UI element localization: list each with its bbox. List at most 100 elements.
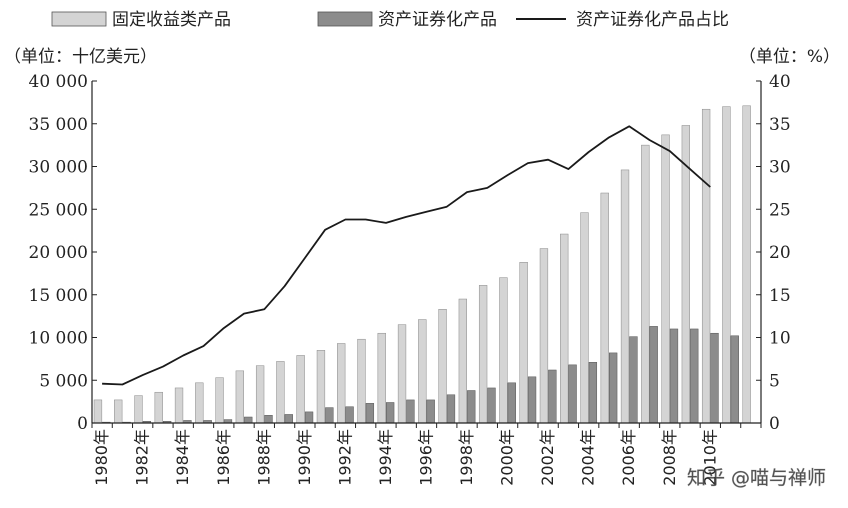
bar-fixed-income: [174, 387, 184, 424]
bar-securitization: [527, 376, 537, 424]
right-tick-label: 40: [769, 72, 791, 92]
bar-fixed-income: [215, 377, 224, 424]
bar-securitization: [426, 399, 435, 424]
bar-fixed-income: [539, 248, 549, 424]
bar-fixed-income: [195, 382, 204, 424]
right-axis-ticks: 0 5 10 15 20 25 30 35 40: [756, 72, 791, 434]
x-tick-label: 1996年: [417, 429, 436, 486]
x-tick-label: 2002年: [538, 429, 557, 486]
right-tick-label: 30: [769, 158, 791, 178]
x-tick-label: 2000年: [498, 429, 517, 486]
legend-label-ratio: 资产证券化产品占比: [576, 10, 729, 30]
left-tick-label: 5 000: [39, 371, 88, 391]
right-tick-label: 10: [769, 329, 791, 349]
x-tick-label: 1982年: [133, 429, 152, 486]
ratio-line-series: [102, 125, 711, 386]
legend-label-fixed: 固定收益类产品: [112, 10, 231, 30]
bar-securitization: [304, 411, 314, 424]
bar-fixed-income: [296, 355, 305, 424]
bar-fixed-income: [600, 192, 609, 424]
bar-securitization: [669, 328, 679, 424]
legend-swatch-sec: [317, 11, 373, 27]
bar-fixed-income: [458, 298, 467, 424]
bar-securitization: [710, 332, 719, 424]
left-tick-label: 30 000: [29, 158, 88, 178]
x-tick-label: 1980年: [92, 429, 111, 486]
bar-fixed-income: [478, 285, 488, 424]
right-tick-label: 25: [769, 200, 791, 220]
bar-fixed-income: [397, 324, 407, 424]
ratio-line: [102, 125, 711, 386]
axes: [91, 81, 762, 424]
x-tick-label: 1992年: [335, 429, 354, 486]
bar-fixed-income: [114, 399, 123, 424]
left-axis-unit-label: （单位：十亿美元）: [4, 47, 157, 67]
bar-fixed-income: [580, 212, 589, 424]
bar-securitization: [244, 416, 253, 424]
bar-securitization: [629, 336, 638, 424]
bar-fixed-income: [255, 365, 265, 424]
bar-securitization: [548, 369, 557, 424]
left-tick-label: 25 000: [29, 200, 88, 220]
x-tick-label: 2008年: [660, 429, 679, 486]
x-axis-ticks: 1980年 1982年 1984年 1986年 1988年 1990年 1992年 1994年…: [91, 423, 762, 486]
left-tick-label: 35 000: [29, 115, 88, 135]
bar-fixed-income: [519, 262, 528, 424]
right-tick-label: 15: [769, 286, 791, 306]
bar-securitization: [446, 394, 456, 424]
legend: 固定收益类产品 资产证券化产品 资产证券化产品占比: [51, 10, 729, 30]
right-tick-label: 20: [769, 243, 791, 263]
bar-fixed-income: [235, 370, 244, 424]
left-tick-label: 0: [77, 414, 88, 434]
bar-securitization: [730, 335, 739, 424]
bars: [93, 105, 751, 424]
bar-fixed-income: [418, 319, 427, 424]
x-tick-label: 1994年: [376, 429, 395, 486]
x-tick-label: 2006年: [619, 429, 638, 486]
x-tick-label: 2010年: [700, 429, 719, 486]
bar-securitization: [325, 407, 334, 424]
bar-fixed-income: [438, 309, 447, 424]
bar-securitization: [406, 399, 415, 424]
bar-securitization: [568, 364, 577, 424]
right-tick-label: 5: [769, 371, 780, 391]
bar-fixed-income: [742, 105, 751, 424]
bar-securitization: [487, 387, 496, 424]
right-tick-label: 35: [769, 115, 791, 135]
x-tick-label: 1986年: [214, 429, 233, 486]
bar-fixed-income: [701, 108, 711, 424]
bar-fixed-income: [620, 169, 630, 424]
left-tick-label: 15 000: [29, 286, 88, 306]
x-tick-label: 1988年: [254, 429, 273, 486]
bar-fixed-income: [377, 332, 386, 424]
right-tick-label: 0: [769, 414, 780, 434]
bar-fixed-income: [722, 106, 731, 424]
bar-securitization: [507, 382, 516, 424]
watermark: 知乎 @喵与禅师: [687, 467, 826, 489]
bar-securitization: [649, 326, 658, 424]
left-tick-label: 10 000: [29, 329, 88, 349]
bar-fixed-income: [276, 361, 285, 424]
left-tick-label: 20 000: [29, 243, 88, 263]
legend-swatch-fixed: [51, 11, 107, 27]
bar-securitization: [284, 414, 293, 424]
bar-fixed-income: [93, 399, 103, 424]
bar-fixed-income: [316, 350, 326, 424]
x-tick-label: 1984年: [173, 429, 192, 486]
bar-securitization: [264, 415, 273, 424]
x-tick-label: 2004年: [579, 429, 598, 486]
left-tick-label: 40 000: [29, 72, 88, 92]
bar-fixed-income: [357, 338, 366, 424]
bar-fixed-income: [681, 125, 690, 424]
x-tick-label: 1998年: [457, 429, 476, 486]
bar-fixed-income: [154, 391, 163, 424]
right-axis-unit-label: （单位：%）: [739, 47, 840, 67]
bar-fixed-income: [560, 233, 569, 424]
bar-securitization: [467, 390, 476, 424]
left-axis-ticks: 0 5 000 10 000 15 000 20 000 25 000 30 000 35 0…: [29, 72, 97, 434]
bar-securitization: [345, 406, 354, 424]
bar-fixed-income: [661, 134, 670, 424]
bar-securitization: [588, 362, 598, 424]
bar-fixed-income: [641, 144, 650, 424]
